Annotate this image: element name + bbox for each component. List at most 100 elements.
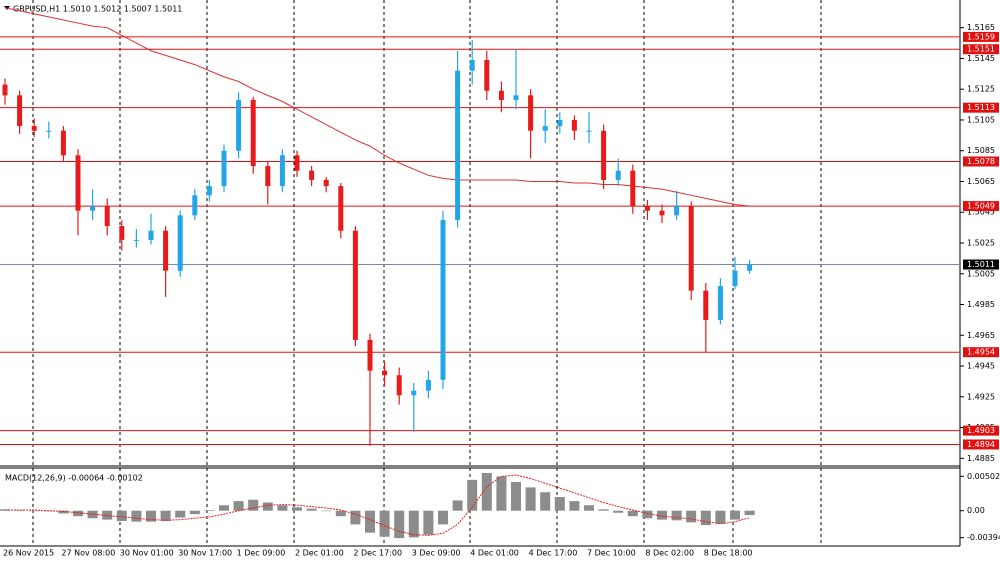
candle-body (542, 126, 548, 131)
candle-body (411, 390, 417, 396)
candle-body (221, 150, 227, 187)
candle-body (119, 226, 125, 240)
y-tick-label: 1.4985 (967, 300, 995, 309)
level-label: 1.4954 (967, 348, 995, 357)
macd-bar (146, 510, 156, 522)
macd-bar (219, 505, 229, 511)
macd-bar (379, 510, 390, 537)
macd-bar (335, 510, 346, 517)
candle-body (75, 155, 81, 211)
macd-bar (511, 481, 521, 511)
macd-bar (671, 510, 682, 521)
macd-title: MACD(12,26,9) -0.00064 -0.00102 (5, 474, 143, 483)
x-tick-label: 3 Dec 09:00 (412, 549, 461, 558)
x-tick-label: 2 Dec 17:00 (353, 549, 402, 558)
macd-bar (496, 476, 507, 511)
macd-bar (292, 507, 302, 511)
candle-body (703, 290, 709, 320)
candle-body (469, 59, 475, 71)
x-tick-label: 30 Nov 17:00 (178, 549, 232, 558)
candle-body (674, 206, 680, 216)
candle-body (294, 155, 300, 171)
candle-body (46, 130, 52, 132)
candle-body (177, 215, 183, 271)
macd-bar (160, 510, 171, 521)
level-label-bg (963, 102, 999, 113)
candle-body (440, 219, 446, 380)
macd-bar (277, 505, 288, 511)
macd-bar (175, 510, 186, 518)
level-label: 1.4894 (967, 440, 995, 449)
level-label: 1.4903 (967, 426, 995, 435)
macd-bar (189, 510, 200, 515)
candle-body (104, 206, 110, 227)
level-label-bg (963, 439, 999, 450)
y-tick-label: 1.4925 (967, 392, 995, 401)
y-tick-label: 1.5165 (967, 23, 995, 32)
macd-bar (58, 510, 69, 514)
candle-body (630, 170, 636, 207)
candle-body (659, 210, 665, 216)
candle-body (31, 126, 37, 131)
macd-bar (744, 510, 755, 516)
macd-bar (730, 510, 740, 520)
macd-bar (233, 501, 244, 511)
candle-body (2, 84, 8, 96)
candle-body (323, 179, 329, 187)
y-tick-label: 1.5145 (967, 54, 995, 63)
candle-body (265, 166, 271, 187)
candle-body (206, 186, 212, 196)
candle-body (528, 95, 534, 131)
candle-body (717, 286, 723, 320)
macd-bar (408, 510, 419, 538)
candle-body (367, 339, 373, 371)
x-tick-label: 1 Dec 09:00 (237, 549, 286, 558)
candle-body (571, 119, 577, 131)
candle-body (513, 95, 519, 100)
candle-body (236, 99, 242, 151)
macd-bar (613, 510, 624, 513)
x-tick-label: 7 Dec 10:00 (587, 549, 636, 558)
macd-bar (394, 510, 405, 539)
level-label-bg (963, 31, 999, 42)
candle-body (133, 239, 139, 241)
y-tick-label: 1.5085 (967, 146, 995, 155)
candle-body (250, 99, 256, 167)
y-tick-label: 0.00502 (967, 472, 1000, 481)
last-price-label: 1.5011 (967, 260, 995, 269)
macd-bar (116, 510, 127, 521)
candle-body (60, 130, 66, 156)
candle-body (309, 170, 315, 180)
macd-bar (569, 501, 580, 511)
candle-body (148, 230, 154, 240)
candle-body (747, 264, 753, 271)
moving-average (4, 7, 750, 207)
macd-bar (73, 510, 83, 517)
y-tick-label: 1.4965 (967, 331, 995, 340)
macd-bar (700, 510, 711, 526)
candle-body (17, 95, 23, 127)
macd-bar (131, 510, 142, 522)
macd-bar (715, 510, 726, 524)
candle-body (644, 206, 650, 211)
candle-body (192, 195, 198, 216)
x-tick-label: 2 Dec 01:00 (295, 549, 344, 558)
level-label-bg (963, 425, 999, 436)
macd-bar (423, 510, 434, 535)
x-tick-label: 4 Dec 01:00 (470, 549, 519, 558)
macd-bar (29, 510, 40, 512)
macd-bar (306, 508, 317, 511)
y-tick-label: 0.00 (967, 506, 985, 515)
y-tick-label: 1.5105 (967, 115, 995, 124)
candle-body (732, 270, 738, 287)
level-label-bg (963, 156, 999, 167)
y-tick-label: 1.5005 (967, 269, 995, 278)
candle-body (586, 130, 592, 132)
macd-bar (554, 496, 565, 511)
macd-bar (467, 479, 478, 511)
macd-bar (350, 510, 361, 525)
macd-bar (540, 492, 551, 511)
candle-body (352, 230, 358, 340)
y-tick-label: 1.4945 (967, 362, 995, 371)
